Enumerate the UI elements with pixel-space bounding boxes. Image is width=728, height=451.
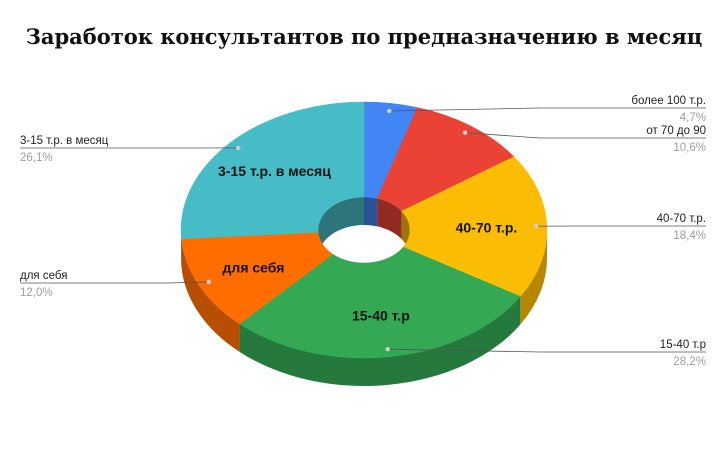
pie-slices — [180, 101, 548, 359]
slice-name-label: 3-15 т.р. в месяц — [20, 135, 109, 147]
slice-side-15-40-t-r — [239, 296, 521, 386]
slice-inside-label: для себя — [223, 259, 285, 275]
slice-name-label: от 70 до 90 — [646, 125, 706, 137]
leader-dot — [206, 279, 212, 285]
slice-percent-label: 10,6% — [673, 142, 706, 154]
slice-inside-label: 15-40 т.р — [352, 308, 410, 324]
pie-inner-walls — [318, 197, 410, 258]
pie-labels: более 100 т.р. 4,7%от 70 до 90 10,6% 40-70 … — [20, 95, 706, 368]
slice-percent-label: 12,0% — [20, 287, 53, 299]
slice-name-label: более 100 т.р. — [631, 95, 706, 107]
slice-side-40-70-t-r — [520, 230, 547, 325]
slice-side-dlya-sebya — [181, 238, 240, 352]
chart-title: Заработок консультантов по предназначени… — [26, 24, 703, 49]
leader-line — [387, 348, 706, 353]
leader-dot — [533, 224, 539, 229]
slice-dlya-sebya — [181, 232, 334, 325]
slice-15-40-t-r — [239, 246, 521, 359]
leader-dot — [385, 346, 390, 352]
leader-dot — [236, 145, 241, 151]
slice-percent-label: 18,4% — [673, 230, 706, 242]
slice-name-label: 15-40 т.р — [660, 339, 706, 351]
slice-inner-wall-ot-70-do-90 — [377, 198, 402, 240]
slice-inner-wall-bolee-100-t-r — [364, 197, 378, 227]
slice-percent-label: 28,2% — [673, 356, 706, 368]
slice-inner-wall-3-15-t-r-v-mesyats — [318, 197, 364, 258]
leader-line — [20, 281, 209, 284]
leader-line — [389, 107, 706, 112]
slice-inside-label: 3-15 т.р. в месяц — [218, 163, 331, 179]
leader-line — [465, 132, 706, 139]
slice-percent-label: 26,1% — [20, 152, 53, 164]
leader-dot — [387, 108, 392, 114]
slice-inside-label: 40-70 т.р. — [456, 219, 518, 235]
slice-name-label: для себя — [20, 270, 67, 282]
leader-dot — [462, 130, 468, 135]
slice-3-15-t-r-v-mesyats — [180, 101, 365, 240]
slice-percent-label: 4,7% — [680, 112, 706, 124]
slice-name-label: 40-70 т.р. — [657, 213, 706, 225]
